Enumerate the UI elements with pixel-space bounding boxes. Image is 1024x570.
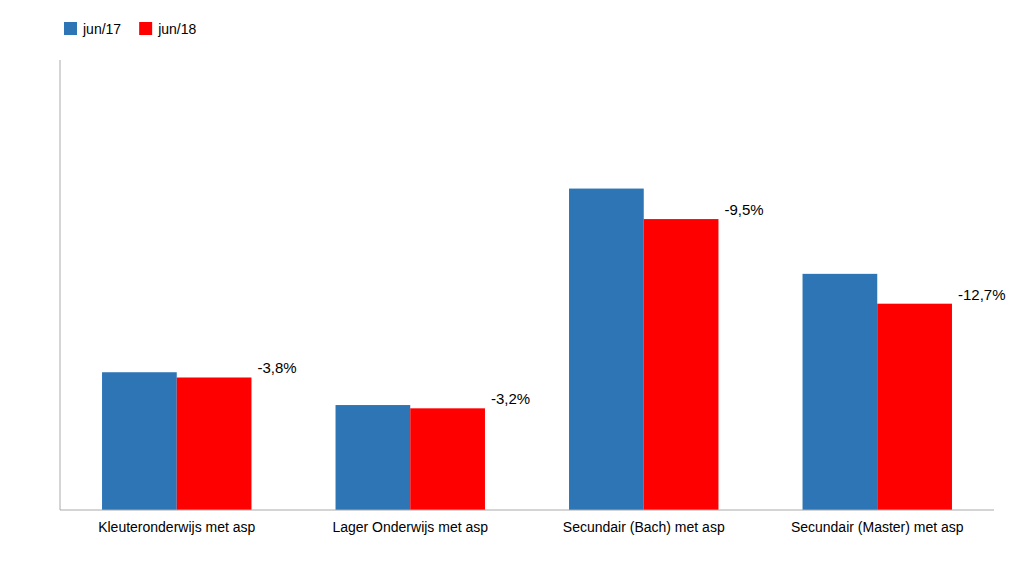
y-axis-line [60,60,61,510]
bar [102,372,177,510]
bar [644,219,719,510]
legend-label: jun/17 [82,21,121,37]
bar [803,274,878,510]
bar [410,408,485,510]
x-tick-label: Lager Onderwijs met asp [332,519,488,535]
legend-swatch [139,22,152,35]
x-tick-label: Secundair (Master) met asp [791,519,964,535]
legend-label: jun/18 [157,21,196,37]
x-tick-label: Kleuteronderwijs met asp [98,519,255,535]
x-axis-line [60,510,994,511]
bar [177,377,252,510]
annotation: -3,8% [257,359,296,376]
legend: jun/17 jun/18 [64,21,197,37]
bar [336,405,411,510]
bars [102,189,952,510]
legend-swatch [64,22,77,35]
bar [569,189,644,510]
chart: Kleuteronderwijs met asp Lager Onderwijs … [0,0,1024,570]
bar [877,304,952,510]
annotation: -12,7% [958,286,1006,303]
annotation: -3,2% [491,390,530,407]
annotation: -9,5% [724,201,763,218]
x-tick-label: Secundair (Bach) met asp [563,519,725,535]
